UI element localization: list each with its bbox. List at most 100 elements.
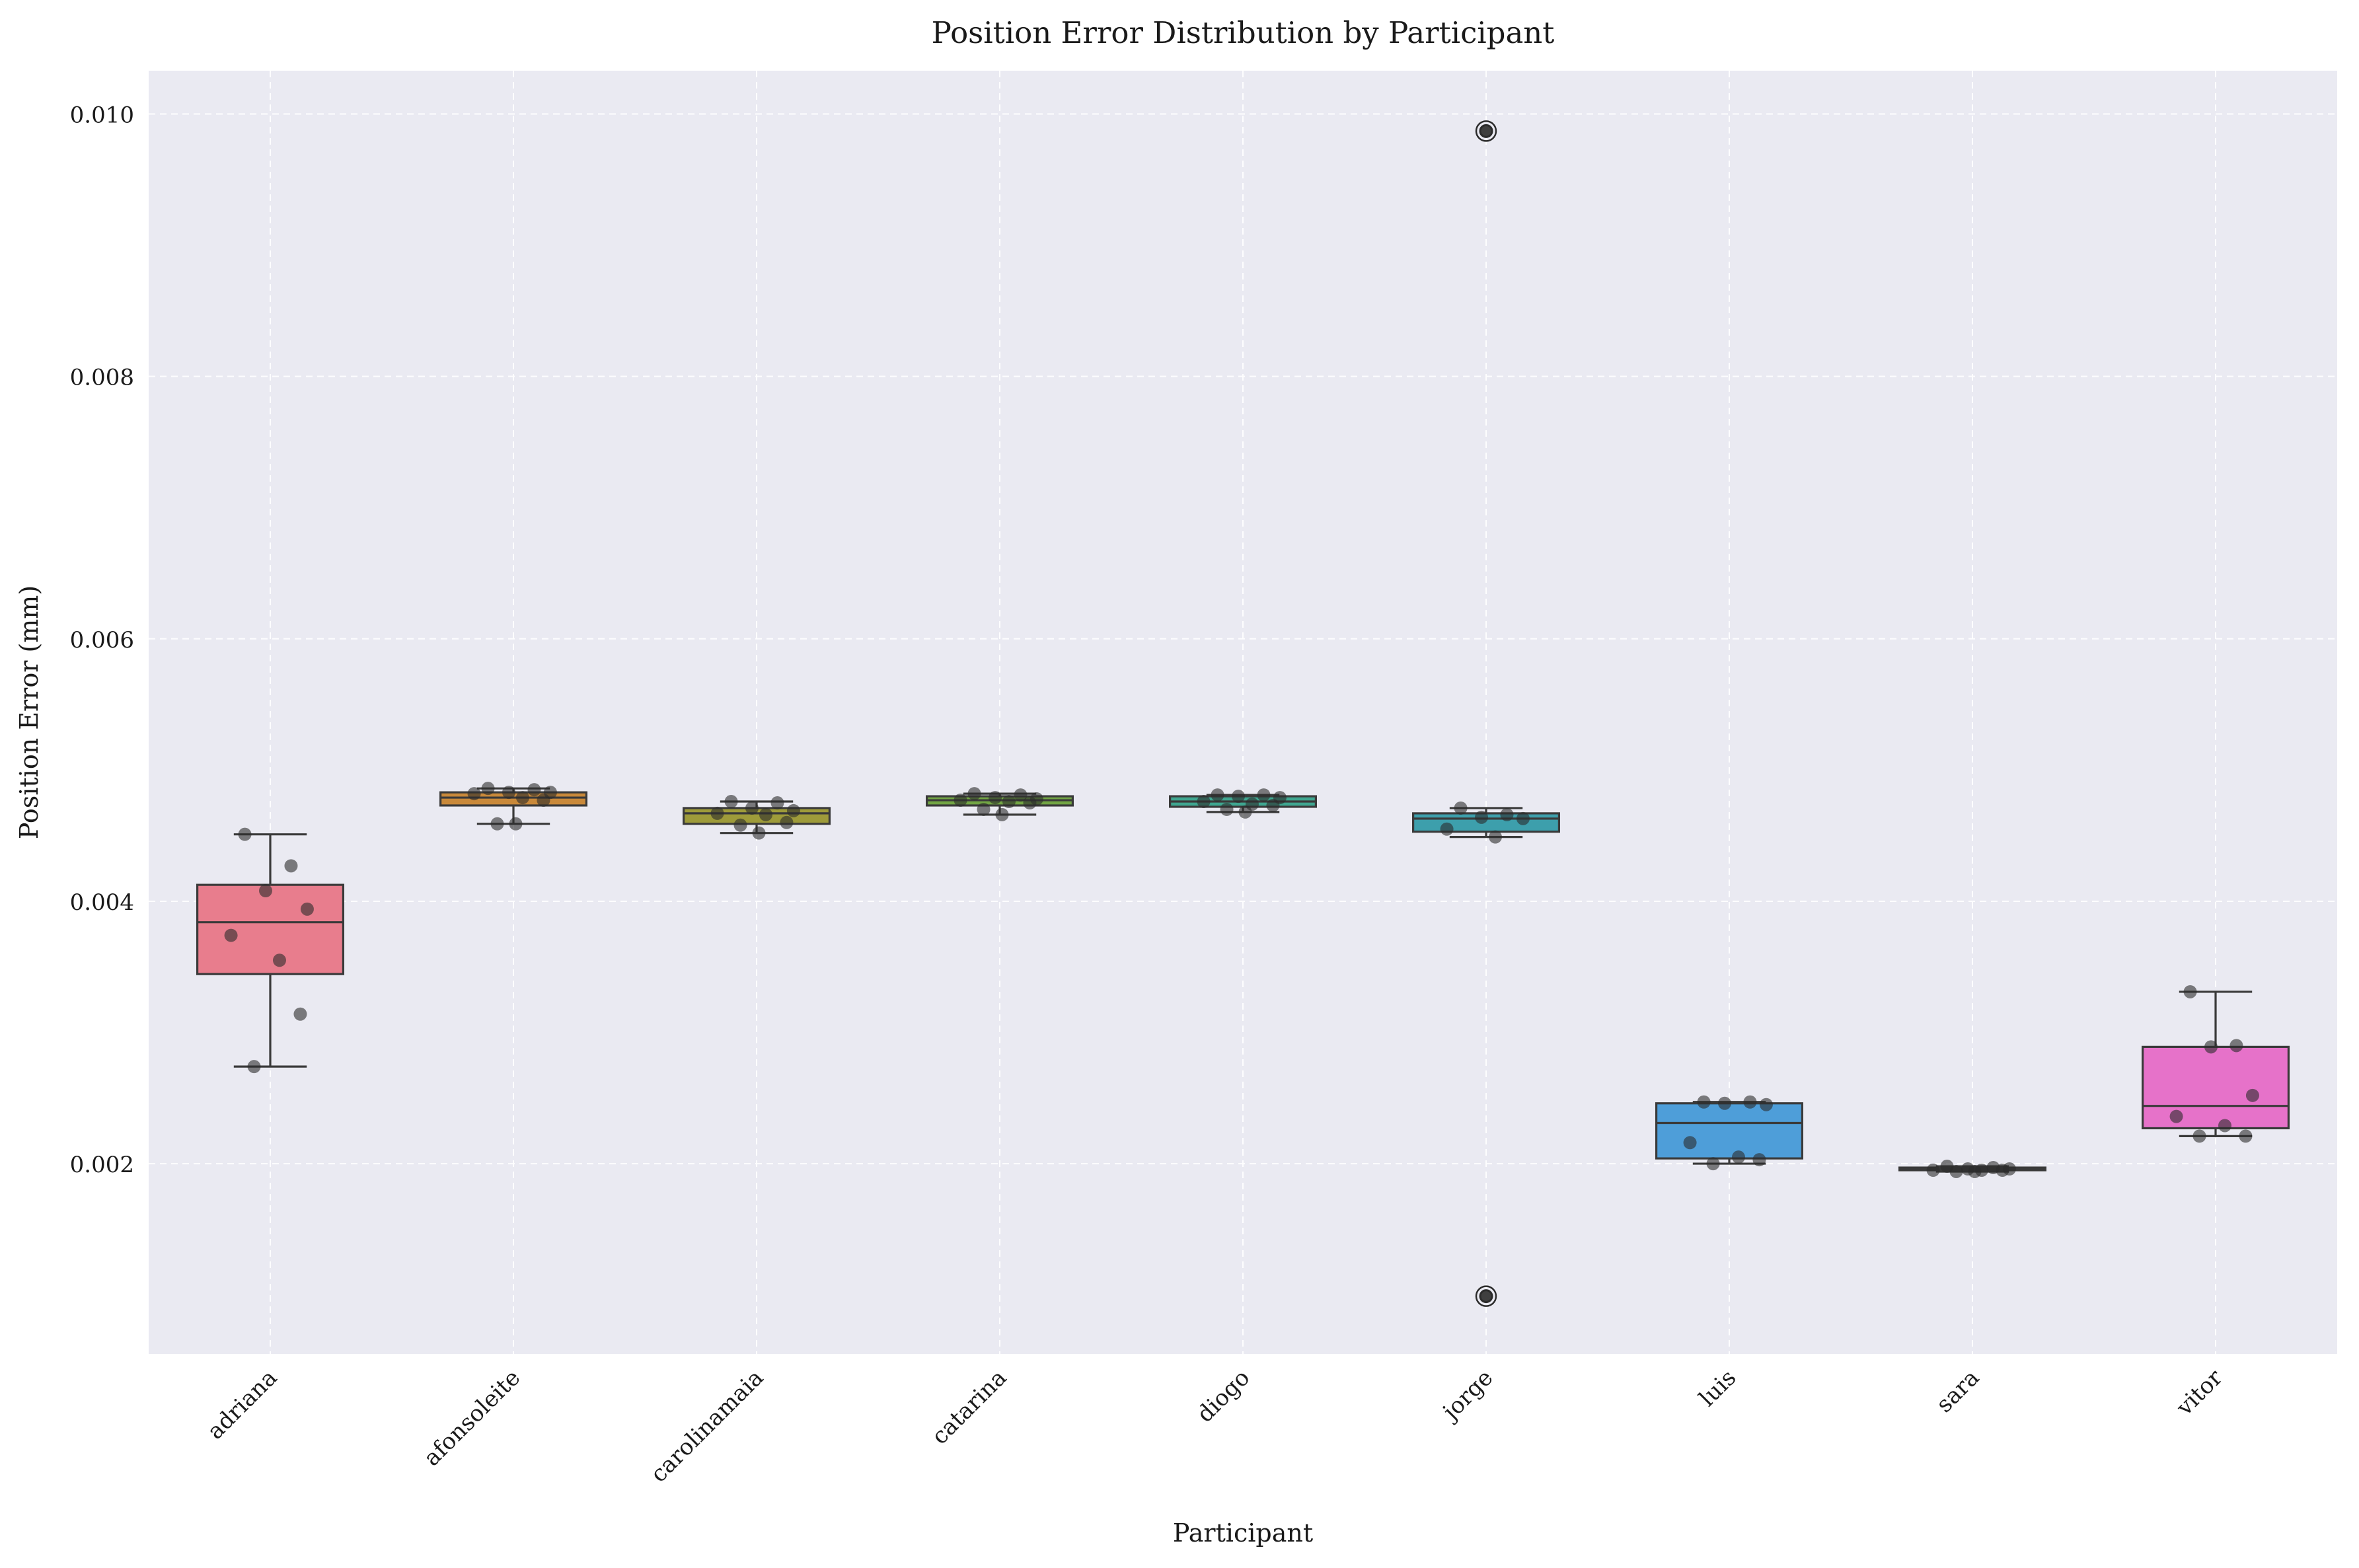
data-point — [1014, 788, 1028, 802]
data-point — [2245, 1088, 2259, 1102]
data-point — [2218, 1119, 2231, 1133]
data-point — [247, 1060, 261, 1074]
data-point — [2183, 985, 2197, 998]
data-point — [977, 802, 991, 816]
data-point — [967, 787, 981, 801]
x-tick-label: catarina — [926, 1364, 1012, 1450]
grid-layer — [149, 71, 2337, 1354]
data-point — [989, 791, 1002, 805]
data-point — [780, 815, 794, 829]
y-axis-label: Position Error (mm) — [15, 585, 44, 839]
box-vitor — [2142, 990, 2290, 1137]
point-layer — [224, 782, 2259, 1178]
data-point — [786, 803, 800, 817]
data-point — [1211, 788, 1224, 802]
data-point — [1475, 810, 1489, 824]
data-point — [1706, 1157, 1720, 1171]
outlier-point — [1479, 124, 1493, 138]
data-point — [467, 787, 481, 801]
data-point — [272, 953, 286, 967]
data-point — [1996, 1164, 2009, 1177]
outlier-point — [1479, 1289, 1493, 1304]
data-point — [1197, 795, 1211, 809]
data-point — [2169, 1109, 2183, 1123]
data-point — [537, 794, 550, 807]
data-point — [1516, 811, 1530, 825]
data-point — [1023, 796, 1037, 810]
data-point — [724, 795, 738, 809]
data-point — [527, 783, 541, 797]
box-jorge — [1412, 120, 1561, 1307]
data-point — [238, 827, 252, 841]
box-body — [2142, 1045, 2290, 1130]
y-tick-labels: 0.002 0.004 0.006 0.008 0.010 — [70, 102, 134, 1179]
box-adriana — [196, 833, 345, 1068]
data-point — [759, 807, 772, 821]
y-tick-label: 0.004 — [70, 889, 134, 916]
x-tick-label: luis — [1694, 1364, 1741, 1411]
data-point — [1731, 1150, 1745, 1164]
data-point — [752, 826, 766, 840]
x-tick-label: jorge — [1436, 1364, 1498, 1427]
x-axis-label: Participant — [1173, 1518, 1313, 1548]
outlier-marker — [1475, 1285, 1497, 1307]
data-point — [509, 817, 523, 831]
data-point — [1500, 807, 1514, 821]
data-point — [2204, 1040, 2218, 1054]
outlier-marker — [1475, 120, 1497, 142]
data-point — [481, 782, 495, 796]
data-point — [1926, 1164, 1940, 1177]
data-point — [995, 807, 1009, 821]
data-point — [2229, 1039, 2243, 1053]
x-tick-label: vitor — [2171, 1364, 2228, 1421]
x-tick-label: sara — [1931, 1364, 1985, 1418]
data-point — [293, 1007, 307, 1021]
box-body — [1655, 1102, 1804, 1160]
data-point — [259, 884, 273, 898]
y-tick-label: 0.010 — [70, 102, 134, 129]
data-point — [502, 786, 516, 800]
x-tick-labels: adriana afonsoleite carolinamaia catarina di… — [202, 1364, 2228, 1488]
data-point — [2192, 1129, 2206, 1143]
data-point — [1683, 1136, 1697, 1150]
data-point — [284, 859, 298, 873]
data-point — [1220, 802, 1234, 816]
data-point — [1440, 822, 1454, 836]
data-point — [770, 796, 784, 810]
data-point — [490, 817, 504, 831]
y-tick-label: 0.008 — [70, 365, 134, 391]
data-point — [300, 902, 314, 916]
data-point — [954, 794, 967, 807]
data-point — [515, 791, 529, 805]
data-point — [1968, 1164, 1982, 1178]
data-point — [2239, 1129, 2253, 1143]
data-point — [1488, 830, 1502, 844]
data-point — [1238, 805, 1252, 819]
x-tick-label: afonsoleite — [419, 1364, 526, 1472]
data-point — [1743, 1095, 1757, 1109]
data-point — [1002, 795, 1016, 809]
data-point — [1257, 788, 1271, 802]
y-tick-label: 0.002 — [70, 1152, 134, 1178]
x-tick-label: carolinamaia — [646, 1364, 768, 1487]
data-point — [1266, 798, 1280, 812]
data-point — [1232, 790, 1246, 803]
data-point — [1718, 1096, 1732, 1110]
data-point — [1752, 1153, 1766, 1167]
data-point — [1949, 1164, 1963, 1178]
x-tick-label: diogo — [1192, 1364, 1255, 1428]
data-point — [710, 806, 724, 820]
data-point — [745, 801, 759, 815]
data-point — [1454, 801, 1468, 815]
y-tick-label: 0.006 — [70, 627, 134, 653]
box-body — [196, 883, 345, 975]
x-tick-label: adriana — [202, 1364, 282, 1444]
box-luis — [1655, 1101, 1804, 1165]
data-point — [224, 928, 238, 942]
data-point — [733, 818, 747, 832]
data-point — [1697, 1095, 1711, 1109]
data-point — [1759, 1098, 1773, 1111]
chart-title: Position Error Distribution by Participa… — [932, 15, 1555, 50]
